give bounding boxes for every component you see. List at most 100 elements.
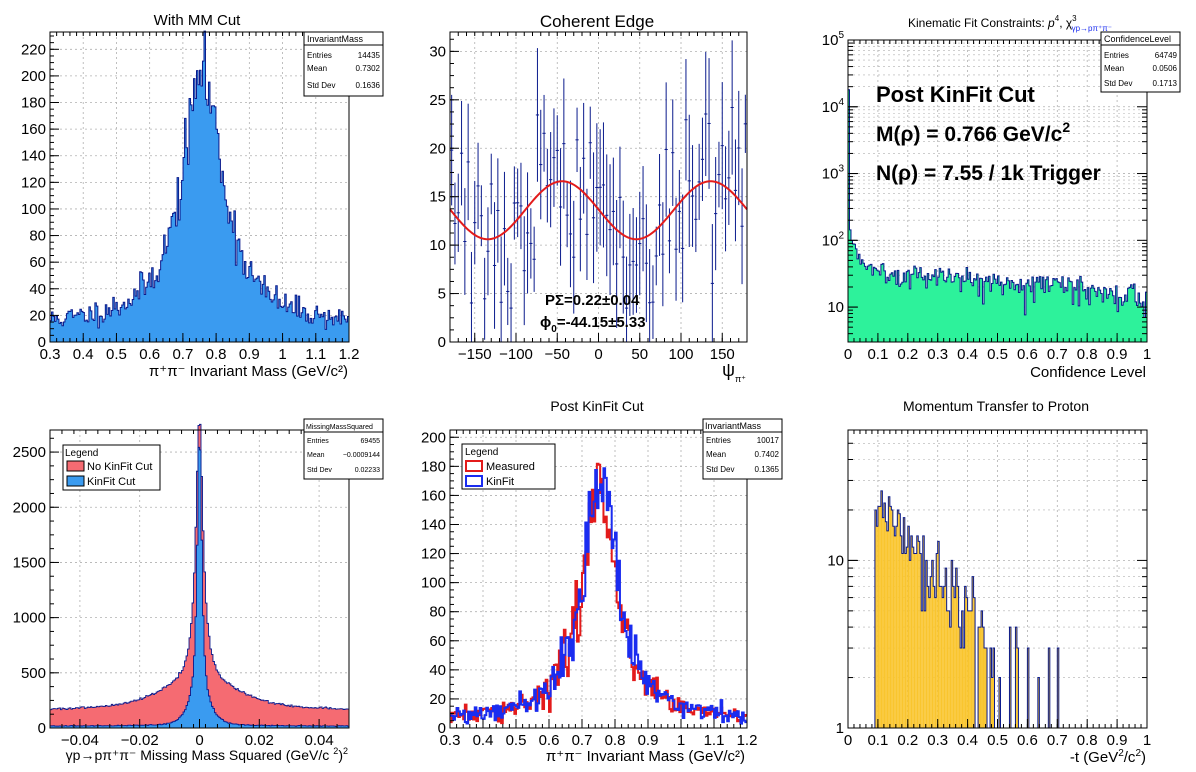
x-tick-label: 0 bbox=[594, 346, 602, 363]
histogram-fill-kinfit bbox=[50, 447, 349, 728]
x-axis-label: ψπ⁺ bbox=[722, 360, 746, 384]
histogram-bar bbox=[954, 597, 956, 728]
annotation-rho-mass: M(ρ) = 0.766 GeV/c2 bbox=[876, 119, 1070, 146]
plot-frame bbox=[449, 429, 748, 729]
y-tick-label: 1 bbox=[836, 720, 844, 737]
histogram-bars bbox=[50, 30, 349, 343]
histogram-bar bbox=[943, 586, 946, 728]
stats-mean-label: Mean bbox=[307, 64, 327, 73]
y-tick-label: 80 bbox=[429, 604, 446, 621]
stats-stddev-value: 0.1636 bbox=[356, 81, 381, 90]
histogram-bar bbox=[949, 627, 952, 728]
y-tick-label: 220 bbox=[21, 41, 46, 58]
stats-mean-label: Mean bbox=[706, 450, 726, 459]
y-tick-label: 500 bbox=[21, 665, 46, 682]
x-tick-label: 0.6 bbox=[1017, 346, 1038, 363]
histogram-bar bbox=[960, 648, 962, 728]
y-tick-label: 30 bbox=[429, 43, 446, 60]
x-tick-label: −0.04 bbox=[61, 732, 99, 749]
stats-entries-label: Entries bbox=[1104, 51, 1129, 60]
histogram-bar bbox=[961, 610, 964, 728]
x-tick-label: 0.9 bbox=[1107, 346, 1128, 363]
histogram-bar bbox=[939, 586, 941, 728]
histogram-bar bbox=[934, 597, 937, 728]
histogram-bar bbox=[895, 526, 898, 728]
stats-box-frame bbox=[303, 418, 384, 480]
stats-stddev-label: Std Dev bbox=[706, 465, 734, 474]
histogram-bar bbox=[942, 597, 944, 728]
y-tick-label: 100 bbox=[21, 201, 46, 218]
histogram-bar bbox=[948, 610, 950, 728]
x-tick-label: 0.4 bbox=[957, 732, 978, 749]
x-tick-label: 1.1 bbox=[704, 732, 725, 749]
x-tick-label: 1 bbox=[1143, 732, 1151, 749]
histogram-bar bbox=[906, 547, 908, 728]
histogram-bar bbox=[946, 610, 949, 728]
annotation-post-kinfit-cut: Post KinFit Cut bbox=[876, 82, 1036, 107]
y-tick-label: 20 bbox=[29, 307, 46, 324]
legend: Legend No KinFit Cut KinFit Cut bbox=[62, 444, 161, 491]
y-tick-label: 60 bbox=[429, 633, 446, 650]
histogram-bar bbox=[937, 541, 940, 728]
histogram-line-kinfit bbox=[450, 467, 747, 725]
histogram-bar bbox=[877, 506, 880, 728]
stats-title: ConfidenceLevel bbox=[1104, 34, 1171, 44]
fit-curve bbox=[449, 180, 748, 241]
stats-entries-value: 14435 bbox=[358, 51, 381, 60]
x-tick-label: 1.1 bbox=[305, 346, 326, 363]
histogram-bar bbox=[973, 597, 976, 728]
x-tick-label: 0.8 bbox=[206, 346, 227, 363]
y-tick-label: 60 bbox=[29, 254, 46, 271]
x-tick-label: 0.7 bbox=[1047, 346, 1068, 363]
y-tick-label: 20 bbox=[429, 691, 446, 708]
y-tick-label: 200 bbox=[421, 429, 446, 446]
x-tick-label: 0.5 bbox=[106, 346, 127, 363]
x-tick-label: 0 bbox=[844, 732, 852, 749]
histogram-bar bbox=[903, 517, 905, 728]
stats-stddev-label: Std Dev bbox=[1104, 79, 1132, 88]
y-tick-label: 120 bbox=[421, 546, 446, 563]
histogram-outline bbox=[848, 89, 1147, 318]
histogram-bar bbox=[915, 553, 917, 728]
plot-frame bbox=[49, 31, 350, 343]
y-tick-label: 0 bbox=[438, 720, 446, 737]
y-tick-label: 40 bbox=[29, 281, 46, 298]
x-tick-label: 0 bbox=[195, 732, 203, 749]
legend-swatch-kinfit bbox=[66, 475, 85, 487]
stats-box-frame bbox=[303, 31, 384, 97]
x-tick-label: 0.4 bbox=[473, 732, 494, 749]
histogram-bar bbox=[921, 610, 923, 728]
histogram-bar bbox=[901, 553, 904, 728]
histogram-bar bbox=[991, 677, 994, 728]
x-tick-label: 0.6 bbox=[539, 732, 560, 749]
histogram-bar bbox=[985, 648, 988, 728]
stats-box-frame bbox=[702, 418, 783, 480]
histogram-bar bbox=[916, 535, 919, 728]
stats-stddev-value: 0.1365 bbox=[755, 465, 780, 474]
x-tick-label: 0.4 bbox=[957, 346, 978, 363]
legend-entry-no-kinfit: No KinFit Cut bbox=[87, 461, 152, 473]
stats-mean-label: Mean bbox=[1104, 64, 1124, 73]
x-tick-label: 0.5 bbox=[987, 346, 1008, 363]
histogram-bar bbox=[978, 627, 980, 728]
x-tick-label: 0.7 bbox=[572, 732, 593, 749]
x-tick-label: 1.2 bbox=[737, 732, 758, 749]
y-tick-label: 10 bbox=[827, 552, 844, 569]
y-tick-label: 5 bbox=[438, 286, 446, 303]
histogram-bar bbox=[970, 610, 973, 728]
histogram-bar bbox=[904, 553, 907, 728]
histogram-bar bbox=[1015, 627, 1017, 728]
panel-confidence-level: Kinematic Fit Constraints: p4, χ3 γp→pπ⁺π… bbox=[822, 14, 1181, 381]
histogram-bar bbox=[931, 560, 934, 728]
x-tick-label: 0.6 bbox=[1017, 732, 1038, 749]
histogram-bar bbox=[951, 560, 953, 728]
x-tick-label: 0.9 bbox=[239, 346, 260, 363]
histogram-bar bbox=[928, 597, 931, 728]
histogram-bar bbox=[876, 526, 878, 728]
histogram-lines bbox=[450, 462, 747, 725]
stats-entries-value: 69455 bbox=[361, 438, 381, 445]
axes: −150 −100 −50 0 50 100 150 0 5 10 15 20 25 30 bbox=[429, 31, 748, 363]
histogram-bar bbox=[933, 586, 935, 728]
histogram-bar bbox=[907, 526, 910, 728]
